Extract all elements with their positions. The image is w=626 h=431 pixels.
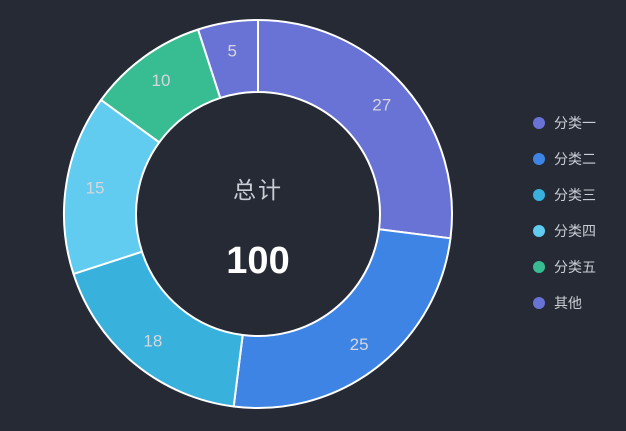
donut-segment-2[interactable] [232, 228, 452, 409]
legend-dot-icon [533, 153, 545, 165]
legend-item-category-1[interactable]: 分类一 [533, 112, 596, 134]
donut-segment-1[interactable] [257, 19, 453, 240]
legend-item-label: 分类一 [554, 115, 596, 131]
legend-item-label: 分类二 [554, 151, 596, 167]
donut-segment-6[interactable] [197, 19, 259, 99]
legend: 分类一 分类二 分类三 分类四 分类五 其他 [533, 112, 596, 314]
legend-item-other[interactable]: 其他 [533, 292, 596, 314]
legend-item-label: 分类五 [554, 259, 596, 275]
legend-dot-icon [533, 117, 545, 129]
legend-item-label: 其他 [554, 295, 582, 311]
legend-item-label: 分类四 [554, 223, 596, 239]
legend-item-category-2[interactable]: 分类二 [533, 148, 596, 170]
donut-segments [63, 19, 453, 409]
legend-dot-icon [533, 189, 545, 201]
slice-value-label: 18 [143, 332, 162, 351]
donut-slice-labels: 27 25 18 15 10 5 [86, 42, 392, 354]
center-total-label: 总计 [233, 177, 283, 203]
legend-item-category-4[interactable]: 分类四 [533, 220, 596, 242]
legend-dot-icon [533, 261, 545, 273]
legend-item-category-3[interactable]: 分类三 [533, 184, 596, 206]
slice-value-label: 27 [372, 95, 391, 114]
legend-dot-icon [533, 297, 545, 309]
slice-value-label: 5 [227, 42, 236, 61]
legend-item-category-5[interactable]: 分类五 [533, 256, 596, 278]
slice-value-label: 25 [350, 335, 369, 354]
legend-dot-icon [533, 225, 545, 237]
slice-value-label: 10 [152, 71, 171, 90]
legend-item-label: 分类三 [554, 187, 596, 203]
center-total-value: 100 [226, 240, 290, 282]
slice-value-label: 15 [86, 179, 105, 198]
